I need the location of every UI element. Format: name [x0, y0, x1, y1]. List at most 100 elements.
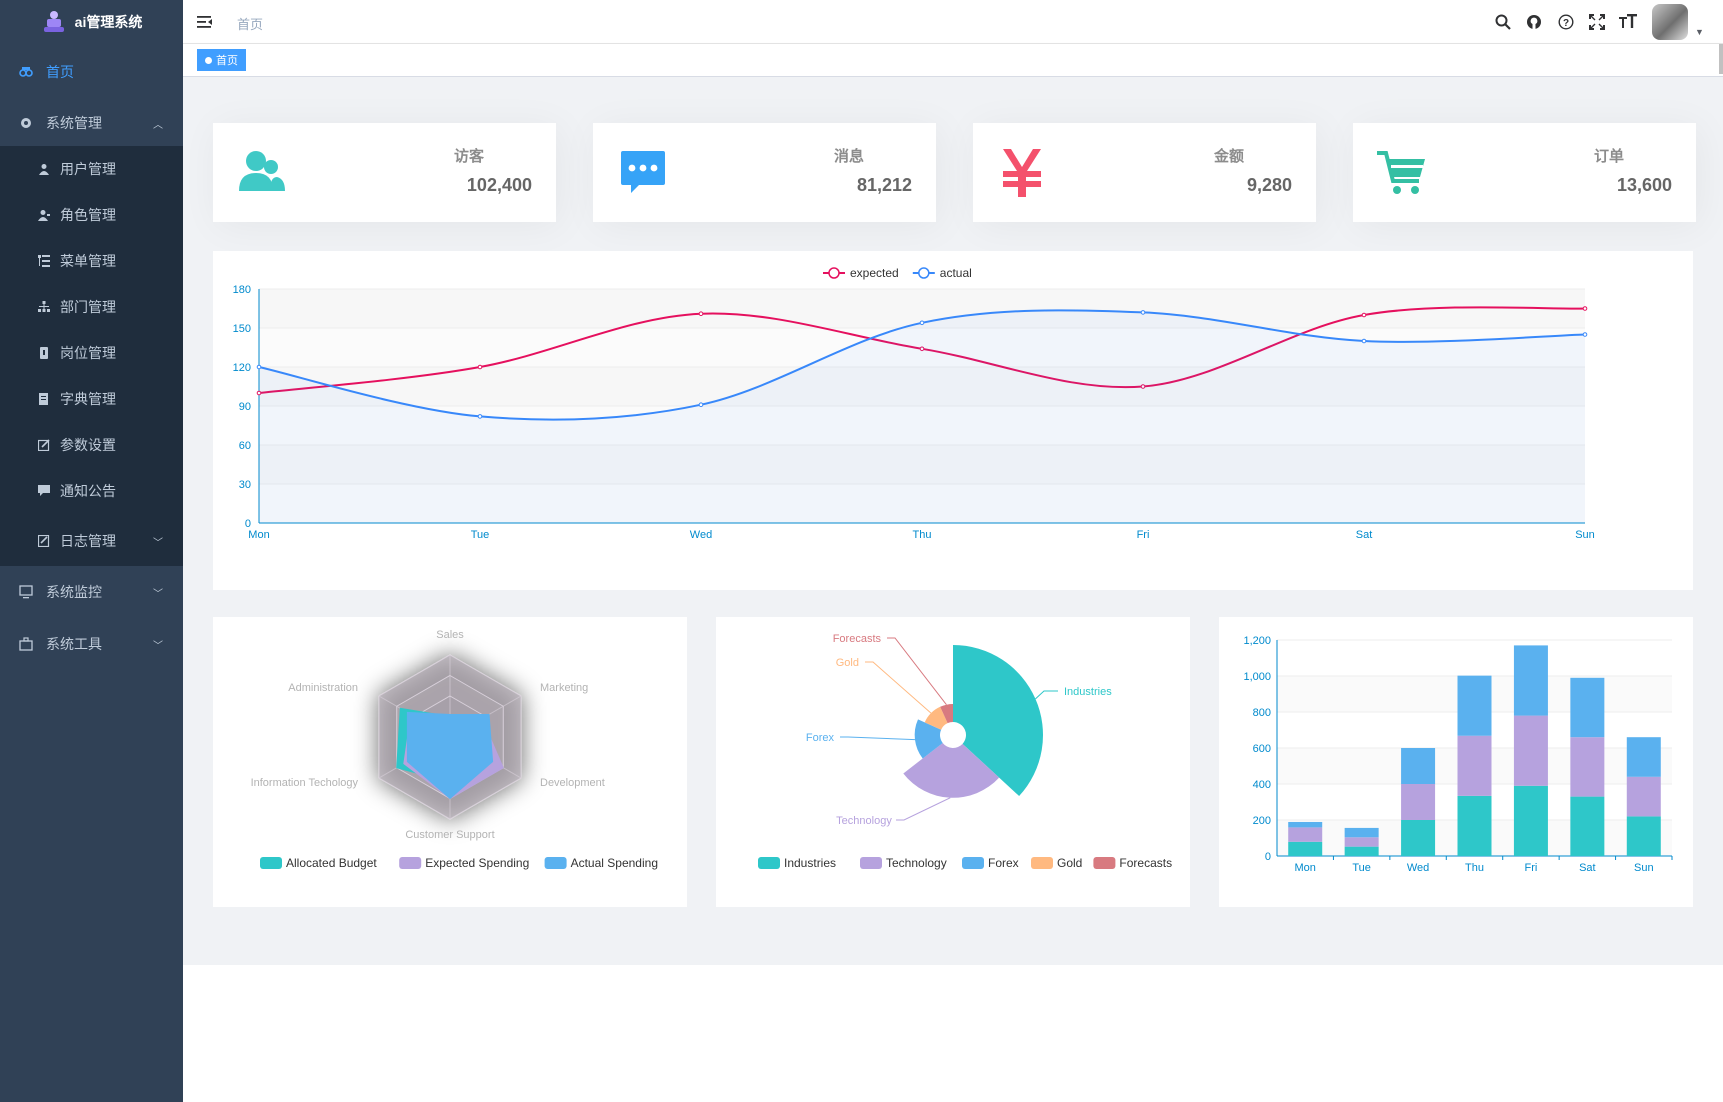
sidebar-item-label: 通知公告: [60, 483, 116, 499]
panel-label: 访客: [453, 148, 484, 165]
x-tick-label: Tue: [1352, 862, 1371, 874]
bar-segment-pagea: [1457, 795, 1492, 856]
x-tick-label: Sat: [1356, 529, 1373, 541]
y-tick-label: 600: [1253, 743, 1271, 755]
legend-item: Actual Spending: [544, 856, 658, 870]
y-tick-label: 0: [245, 518, 251, 530]
panel-messages[interactable]: 消息 81,212: [593, 123, 936, 222]
pie-label-line: [1035, 690, 1058, 700]
system-submenu: 用户管理 角色管理 菜单管理 部门管理 岗位管理: [0, 146, 183, 566]
tag-label: 首页: [216, 55, 238, 67]
pie-slice-label: Forecasts: [833, 633, 882, 645]
bar-segment-pagea: [1570, 796, 1605, 856]
pie-slice-label: Forex: [806, 732, 835, 744]
log-icon: [36, 533, 52, 549]
bar-segment-pagec: [1457, 675, 1492, 736]
sidebar-item-user[interactable]: 用户管理: [0, 146, 183, 192]
bar-segment-pagec: [1344, 827, 1379, 838]
sidebar-item-log[interactable]: 日志管理 ﹀: [0, 516, 183, 566]
bar-segment-pageb: [1457, 735, 1492, 796]
panel-amount[interactable]: 金额 9,280: [973, 123, 1316, 222]
bar-chart[interactable]: 0 200 400 600 800 1,000 1,200 Mon Tue Wed Thu Fri Sa…: [1219, 617, 1693, 907]
logo[interactable]: ai管理系统: [0, 0, 183, 44]
fullscreen-icon[interactable]: [1587, 12, 1607, 32]
pie-slice-label: Gold: [836, 657, 859, 669]
radar-chart[interactable]: Sales Marketing Development Customer Suppor…: [213, 617, 687, 907]
legend-swatch: [1031, 857, 1053, 869]
y-tick-label: 200: [1253, 815, 1271, 827]
message-icon: [36, 483, 52, 499]
hamburger-icon[interactable]: [197, 14, 213, 30]
sidebar-item-label: 字典管理: [60, 391, 116, 407]
legend-item: Expected Spending: [399, 856, 529, 870]
legend-label: Actual Spending: [571, 856, 658, 870]
bar-segment-pagea: [1401, 820, 1436, 856]
dashboard-icon: [18, 64, 34, 80]
caret-down-icon[interactable]: ▼: [1695, 27, 1704, 37]
sidebar-item-config[interactable]: 参数设置: [0, 422, 183, 468]
dot-icon: [205, 56, 212, 64]
monitor-icon: [18, 584, 34, 600]
grid-band: [259, 367, 1585, 406]
bar-segment-pagec: [1401, 748, 1436, 784]
panel-orders[interactable]: 订单 13,600: [1353, 123, 1696, 222]
pie-slice-forecasts: [940, 704, 953, 724]
sidebar-item-label: 系统监控: [46, 584, 102, 600]
radar-indicator-label: Marketing: [540, 682, 588, 694]
data-point: [1582, 332, 1588, 337]
breadcrumb[interactable]: 首页: [237, 17, 264, 32]
sidebar-item-role[interactable]: 角色管理: [0, 192, 183, 238]
sidebar-item-tools[interactable]: 系统工具 ﹀: [0, 619, 183, 669]
x-tick-label: Fri: [1525, 862, 1538, 874]
legend-item: Forecasts: [1093, 856, 1172, 870]
panel-label: 金额: [1213, 148, 1244, 165]
x-tick-label: Wed: [690, 529, 712, 541]
bar-segment-pagec: [1570, 677, 1605, 738]
pie-slice-gold: [924, 706, 948, 730]
x-tick-label: Tue: [471, 529, 490, 541]
data-point: [698, 402, 704, 407]
y-tick-label: 0: [1265, 851, 1271, 863]
sidebar-item-post[interactable]: 岗位管理: [0, 330, 183, 376]
legend-item: Technology: [860, 856, 947, 870]
pie-slice-industries: [953, 645, 1043, 797]
radar-indicator-label: Administration: [288, 682, 358, 694]
sidebar-item-dict[interactable]: 字典管理: [0, 376, 183, 422]
line-chart[interactable]: 0 30 60 90 120 150 180 Mon Tue Wed Thu Fri Sat Sun exp…: [213, 251, 1693, 590]
panel-value: 102,400: [466, 175, 532, 195]
x-tick-label: Thu: [913, 529, 932, 541]
pie-chart[interactable]: Industries Technology Forex Gold Forecasts In…: [716, 617, 1190, 907]
sidebar-item-dept[interactable]: 部门管理: [0, 284, 183, 330]
data-point: [919, 346, 925, 352]
org-tree-icon: [36, 299, 52, 315]
panel-label: 消息: [833, 148, 864, 165]
panel-value: 81,212: [856, 175, 912, 195]
data-point: [1361, 312, 1367, 318]
bar-segment-pageb: [1288, 827, 1323, 842]
sidebar-item-menu[interactable]: 菜单管理: [0, 238, 183, 284]
tag-home[interactable]: 首页: [197, 49, 246, 71]
font-size-icon[interactable]: [1618, 12, 1638, 32]
sidebar-item-system[interactable]: 系统管理 ︿: [0, 98, 183, 148]
avatar[interactable]: [1652, 4, 1688, 40]
github-icon[interactable]: [1524, 12, 1544, 32]
bar-segment-pageb: [1344, 837, 1379, 847]
radar-indicator-label: Customer Support: [405, 829, 494, 841]
sidebar-item-home[interactable]: 首页: [0, 47, 183, 97]
sidebar-item-notice[interactable]: 通知公告: [0, 468, 183, 514]
pie-slice-forex: [914, 719, 943, 759]
panel-visitors[interactable]: 访客 102,400: [213, 123, 556, 222]
sidebar-item-monitor[interactable]: 系统监控 ﹀: [0, 567, 183, 617]
question-icon[interactable]: ?: [1556, 12, 1576, 32]
pie-chart-card: Industries Technology Forex Gold Forecasts In…: [716, 617, 1190, 907]
logo-icon: [43, 11, 64, 32]
data-point: [256, 364, 262, 370]
svg-text:?: ?: [1563, 18, 1569, 29]
scrollbar[interactable]: [1719, 44, 1723, 74]
y-tick-label: 1,000: [1243, 671, 1271, 683]
y-tick-label: 120: [233, 362, 251, 374]
search-icon[interactable]: [1493, 12, 1513, 32]
legend-label: Forex: [988, 856, 1019, 870]
bar-segment-pageb: [1570, 737, 1605, 797]
sidebar-item-label: 部门管理: [60, 299, 116, 315]
